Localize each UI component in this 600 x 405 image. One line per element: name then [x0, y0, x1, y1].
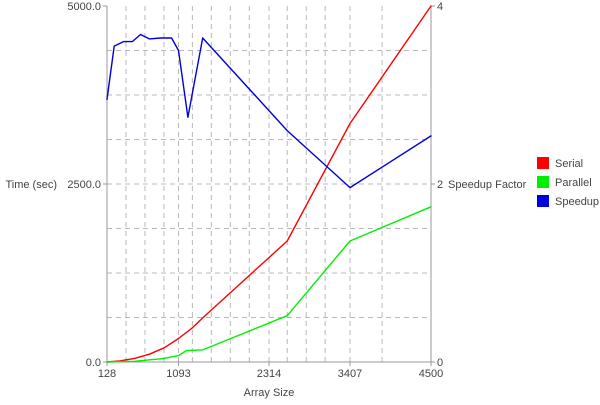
legend-swatch-serial — [537, 157, 549, 169]
x-tick-label: 128 — [98, 368, 116, 380]
y-left-tick-label: 5000.0 — [67, 1, 101, 13]
series-line-parallel — [106, 206, 432, 363]
legend-label-speedup: Speedup — [555, 196, 599, 208]
legend: Serial Parallel Speedup — [537, 157, 599, 208]
y-right-tick-label: 0 — [437, 357, 443, 369]
series-line-serial — [106, 5, 432, 363]
y-left-tick-label: 2500.0 — [67, 179, 101, 191]
y-left-tick-label: 0.0 — [86, 357, 101, 369]
x-tick-label: 3407 — [338, 368, 362, 380]
legend-swatch-parallel — [537, 176, 549, 188]
y-right-tick-label: 4 — [437, 1, 443, 13]
series-line-speedup — [106, 33, 432, 189]
legend-label-serial: Serial — [555, 158, 583, 170]
x-tick-label: 4500 — [419, 368, 443, 380]
x-tick-label: 2314 — [257, 368, 281, 380]
y-right-tick-label: 2 — [437, 179, 443, 191]
y-left-axis-title: Time (sec) — [5, 179, 57, 191]
y-right-axis-title: Speedup Factor — [448, 179, 527, 191]
x-axis-title: Array Size — [244, 387, 295, 399]
x-tick-label: 1093 — [166, 368, 190, 380]
axes — [103, 5, 435, 366]
series-lines — [106, 5, 432, 363]
legend-swatch-speedup — [537, 195, 549, 207]
legend-label-parallel: Parallel — [555, 177, 592, 189]
grid — [107, 6, 431, 362]
axis-labels: 128 1093 2314 3407 4500 0.0 2500.0 5000.0 0 2 4 Arr… — [5, 1, 526, 399]
